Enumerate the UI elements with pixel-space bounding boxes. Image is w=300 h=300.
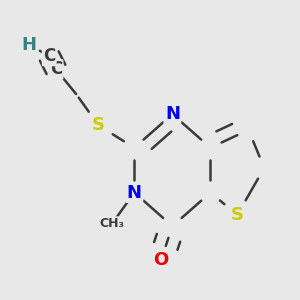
Text: C: C	[50, 60, 62, 78]
Text: S: S	[231, 206, 244, 224]
Text: N: N	[127, 184, 142, 202]
Text: CH₃: CH₃	[99, 218, 124, 230]
Text: N: N	[165, 105, 180, 123]
Text: O: O	[154, 251, 169, 269]
Text: H: H	[22, 36, 37, 54]
Text: S: S	[92, 116, 105, 134]
Text: C: C	[43, 47, 56, 65]
